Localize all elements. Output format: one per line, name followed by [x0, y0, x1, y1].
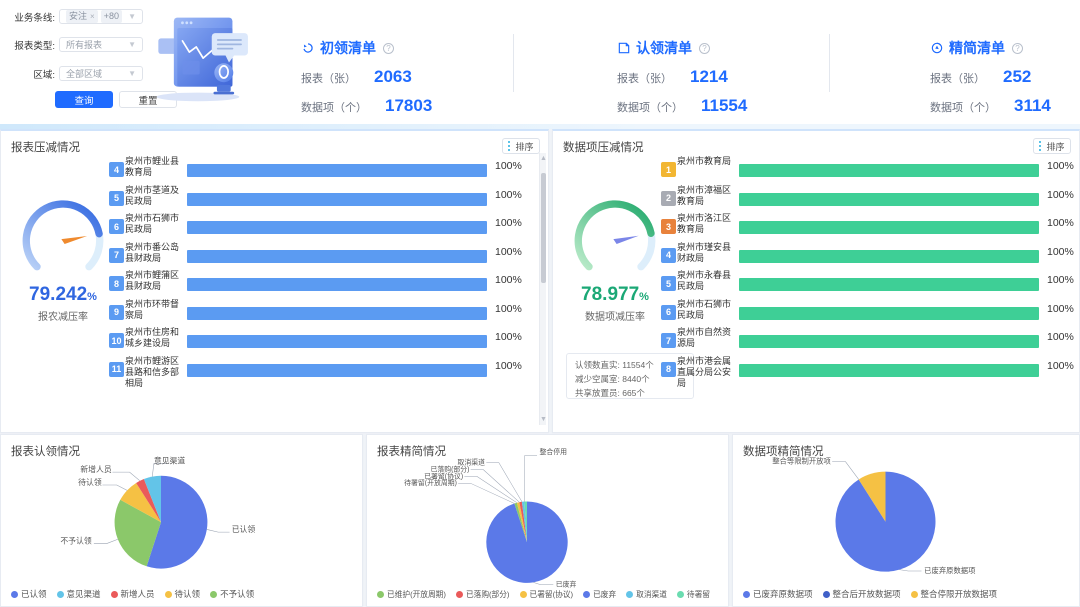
svg-text:不予认领: 不予认领: [60, 536, 92, 546]
svg-text:新增人员: 新增人员: [80, 464, 112, 474]
svg-text:意见渠道: 意见渠道: [154, 456, 186, 466]
svg-text:整合等限制开放项: 整合等限制开放项: [772, 457, 831, 466]
svg-text:已认领: 已认领: [232, 524, 256, 534]
svg-text:待认领: 待认领: [78, 477, 102, 487]
svg-text:整合停用: 整合停用: [540, 447, 568, 456]
svg-text:取消渠道: 取消渠道: [458, 458, 486, 467]
svg-text:已废弃原数据项: 已废弃原数据项: [924, 566, 976, 575]
svg-text:已废弃: 已废弃: [556, 580, 577, 589]
